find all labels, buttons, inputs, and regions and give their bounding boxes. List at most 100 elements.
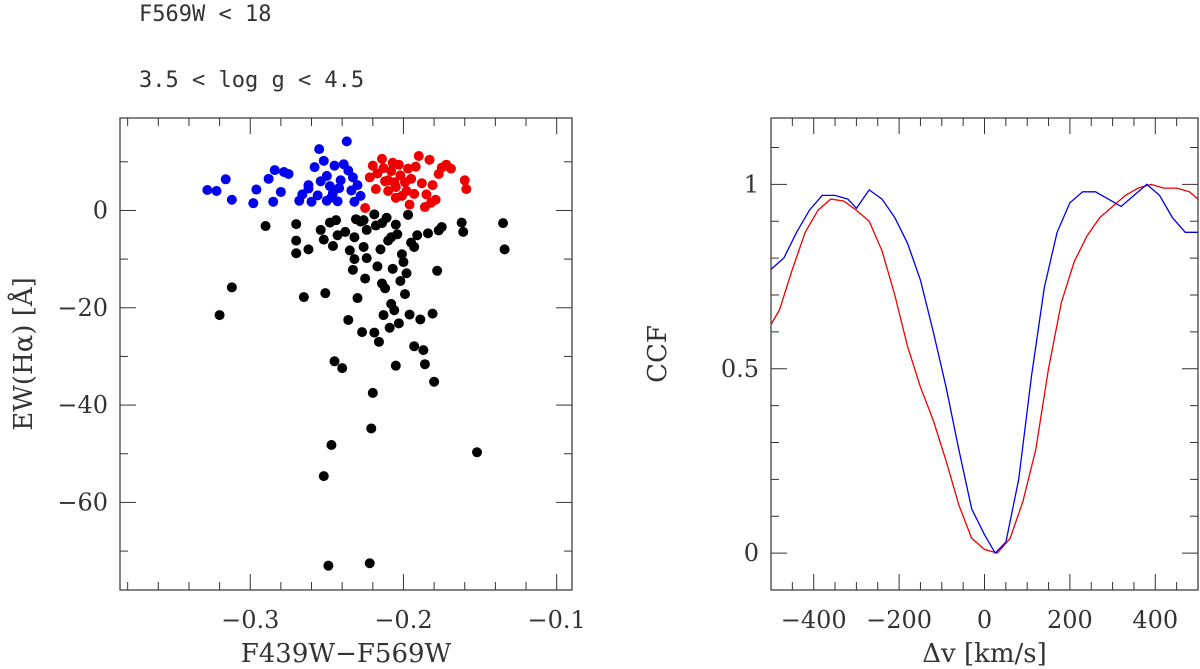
y-tick-label: 0 (744, 539, 759, 567)
magnitude-cut-label: F569W < 18 (139, 2, 272, 27)
data-point (426, 197, 437, 208)
data-point (357, 327, 368, 338)
data-point (291, 235, 302, 246)
y-tick-label: 0.5 (721, 355, 759, 383)
data-point (418, 345, 429, 356)
data-point (456, 217, 467, 228)
ccf-series-line (770, 183, 1199, 554)
plot-frame (119, 117, 573, 591)
data-point (344, 245, 355, 256)
data-point (383, 185, 394, 196)
data-point (340, 226, 351, 237)
data-point (422, 228, 433, 239)
data-point (251, 184, 262, 195)
data-point (429, 376, 440, 387)
data-point (390, 219, 401, 230)
data-point (326, 439, 337, 450)
data-point (364, 558, 375, 569)
data-point (406, 173, 417, 184)
data-point (409, 341, 420, 352)
data-point (369, 209, 380, 220)
data-point (367, 387, 378, 398)
data-point (390, 360, 401, 371)
data-point (220, 174, 231, 185)
data-point (393, 318, 404, 329)
data-point (291, 219, 302, 230)
data-point (314, 144, 325, 155)
data-point (378, 163, 389, 174)
data-point (409, 241, 420, 252)
data-point (303, 183, 314, 194)
data-point (355, 190, 366, 201)
y-tick-label: −20 (57, 294, 108, 322)
data-point (315, 176, 326, 187)
data-point (337, 363, 348, 374)
data-point (459, 175, 470, 186)
data-point (347, 172, 358, 183)
data-point (318, 155, 329, 166)
data-point (358, 241, 369, 252)
data-point (445, 163, 456, 174)
x-tick-label: −0.3 (221, 606, 279, 634)
data-point (263, 173, 274, 184)
data-point (372, 261, 383, 272)
data-point (401, 268, 412, 279)
data-point (303, 244, 314, 255)
data-point (358, 215, 369, 226)
data-point (352, 293, 363, 304)
data-point (404, 199, 415, 210)
data-point (403, 163, 414, 174)
data-point (349, 232, 360, 243)
gravity-cut-label: 3.5 < log g < 4.5 (139, 68, 365, 93)
x-tick-label: 0 (977, 606, 992, 634)
data-point (427, 180, 438, 191)
x-tick-label: −200 (866, 606, 932, 634)
y-tick-label: 1 (744, 170, 759, 198)
data-point (458, 226, 469, 237)
data-point (412, 230, 423, 241)
data-point (260, 221, 271, 232)
y-tick-label: 0 (93, 196, 108, 224)
data-point (387, 157, 398, 168)
y-tick-label: −60 (57, 488, 108, 516)
data-point (398, 257, 409, 268)
data-point (318, 234, 329, 245)
data-point (283, 168, 294, 179)
data-point (461, 184, 472, 195)
ccf-line-chart: −400 −200 0 200 400 0 0.5 1 Δv [km/s] CCF (643, 117, 1199, 669)
data-point (366, 423, 377, 434)
data-point (291, 248, 302, 259)
x-axis-title: Δv [km/s] (922, 639, 1047, 669)
data-point (409, 188, 420, 199)
data-point (383, 175, 394, 186)
data-point (334, 183, 345, 194)
data-point (361, 253, 372, 264)
data-point (373, 336, 384, 347)
data-point (248, 198, 259, 209)
data-point (395, 276, 406, 287)
data-point (399, 289, 410, 300)
y-tick-label: −40 (57, 391, 108, 419)
y-axis-title: EW(Hα) [Å] (7, 277, 39, 431)
data-point (369, 327, 380, 338)
data-point (332, 230, 343, 241)
data-point (424, 154, 435, 165)
data-point (341, 136, 352, 147)
data-point (364, 172, 375, 183)
data-point (387, 263, 398, 274)
data-point (329, 356, 340, 367)
data-point (386, 166, 397, 177)
plot-frame (770, 117, 1199, 591)
data-point (347, 264, 358, 275)
data-point (381, 212, 392, 223)
data-point (432, 265, 443, 276)
data-point (202, 185, 213, 196)
data-point (413, 150, 424, 161)
x-tick-label: 400 (1132, 606, 1178, 634)
x-tick-label: −0.1 (528, 606, 586, 634)
data-point (403, 209, 414, 220)
data-point (360, 203, 371, 214)
x-axis-title: F439W−F569W (241, 639, 452, 669)
data-point (226, 194, 237, 205)
